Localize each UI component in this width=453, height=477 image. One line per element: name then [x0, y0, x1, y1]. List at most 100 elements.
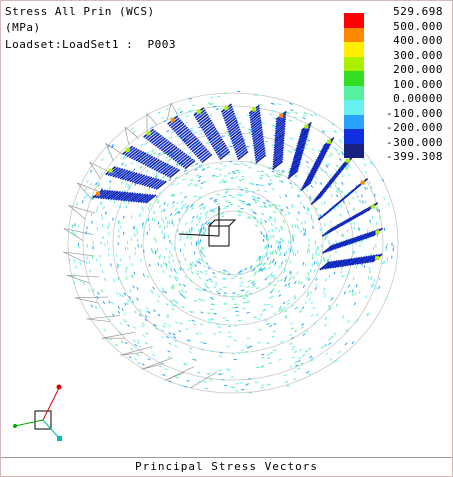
vector: [158, 140, 170, 150]
vector: [203, 231, 206, 235]
vector: [182, 178, 186, 181]
vector: [262, 263, 266, 267]
hotspot: [375, 230, 380, 235]
vector: [325, 163, 329, 167]
vector: [222, 269, 227, 272]
vector: [251, 182, 255, 185]
vector: [73, 280, 76, 285]
vector: [121, 294, 124, 298]
vector: [176, 276, 179, 280]
vector: [260, 384, 264, 386]
vector: [198, 298, 202, 301]
vector: [365, 170, 368, 175]
vector: [178, 260, 181, 264]
vector: [364, 254, 376, 264]
vector: [313, 261, 316, 265]
vector: [156, 139, 168, 149]
vector: [288, 278, 291, 282]
vector: [302, 227, 305, 231]
vector: [274, 120, 286, 130]
vector: [144, 318, 148, 322]
vector: [110, 190, 122, 201]
vector: [122, 318, 126, 322]
vector: [166, 203, 169, 207]
vector: [354, 190, 357, 195]
vector: [161, 116, 165, 119]
vector: [284, 316, 288, 320]
vector: [165, 216, 168, 220]
vector: [125, 266, 128, 270]
vector: [338, 158, 342, 161]
vector: [180, 162, 184, 165]
vector: [239, 295, 243, 297]
vector: [250, 116, 262, 126]
color-swatch: [344, 13, 364, 28]
vector: [204, 213, 208, 216]
vector: [174, 208, 178, 212]
vector: [137, 193, 149, 203]
vector: [215, 167, 219, 170]
vector: [378, 209, 381, 213]
vector: [300, 362, 304, 365]
vector: [270, 305, 274, 309]
vector: [296, 194, 300, 198]
vector: [359, 255, 371, 265]
vector: [135, 152, 147, 162]
vector: [211, 138, 223, 148]
vector: [194, 146, 206, 156]
vector: [222, 195, 226, 198]
vector: [158, 191, 162, 195]
vector: [172, 223, 175, 227]
vector: [208, 132, 220, 142]
hotspot: [326, 139, 331, 144]
vector: [119, 322, 123, 326]
wire: [120, 346, 153, 356]
vector: [171, 182, 175, 186]
vector: [166, 313, 170, 317]
vector: [200, 249, 203, 253]
vector: [267, 282, 271, 285]
vector: [341, 174, 344, 178]
vector: [271, 124, 276, 127]
vector: [276, 169, 281, 172]
vector: [154, 324, 158, 327]
vector: [195, 162, 199, 166]
vector: [344, 342, 348, 346]
vector: [271, 170, 275, 173]
vector: [178, 217, 181, 221]
vector: [293, 294, 297, 298]
vector: [117, 305, 120, 309]
vector: [170, 131, 174, 134]
vector: [164, 290, 167, 294]
vector: [300, 326, 304, 329]
vector: [84, 187, 87, 191]
wire: [141, 357, 173, 370]
vector: [206, 129, 218, 140]
vector: [287, 299, 290, 303]
vector: [275, 226, 278, 230]
vector: [337, 350, 341, 354]
vector: [351, 289, 354, 293]
vector: [199, 151, 211, 162]
vector: [154, 174, 158, 178]
vector: [257, 196, 261, 200]
vector: [189, 279, 193, 282]
vector: [178, 282, 182, 286]
vector: [273, 144, 285, 154]
vector: [174, 276, 177, 280]
vector: [159, 365, 163, 368]
vector: [291, 153, 303, 164]
vector: [130, 127, 134, 130]
vector: [305, 330, 309, 333]
vector: [213, 312, 217, 315]
vector: [209, 296, 214, 299]
vector: [273, 174, 277, 178]
vector: [366, 312, 369, 317]
vector: [267, 175, 271, 178]
vector: [145, 219, 148, 223]
vector: [180, 130, 192, 140]
vector: [267, 383, 271, 386]
vector: [122, 215, 125, 219]
vector: [188, 151, 193, 155]
vector: [155, 198, 158, 202]
